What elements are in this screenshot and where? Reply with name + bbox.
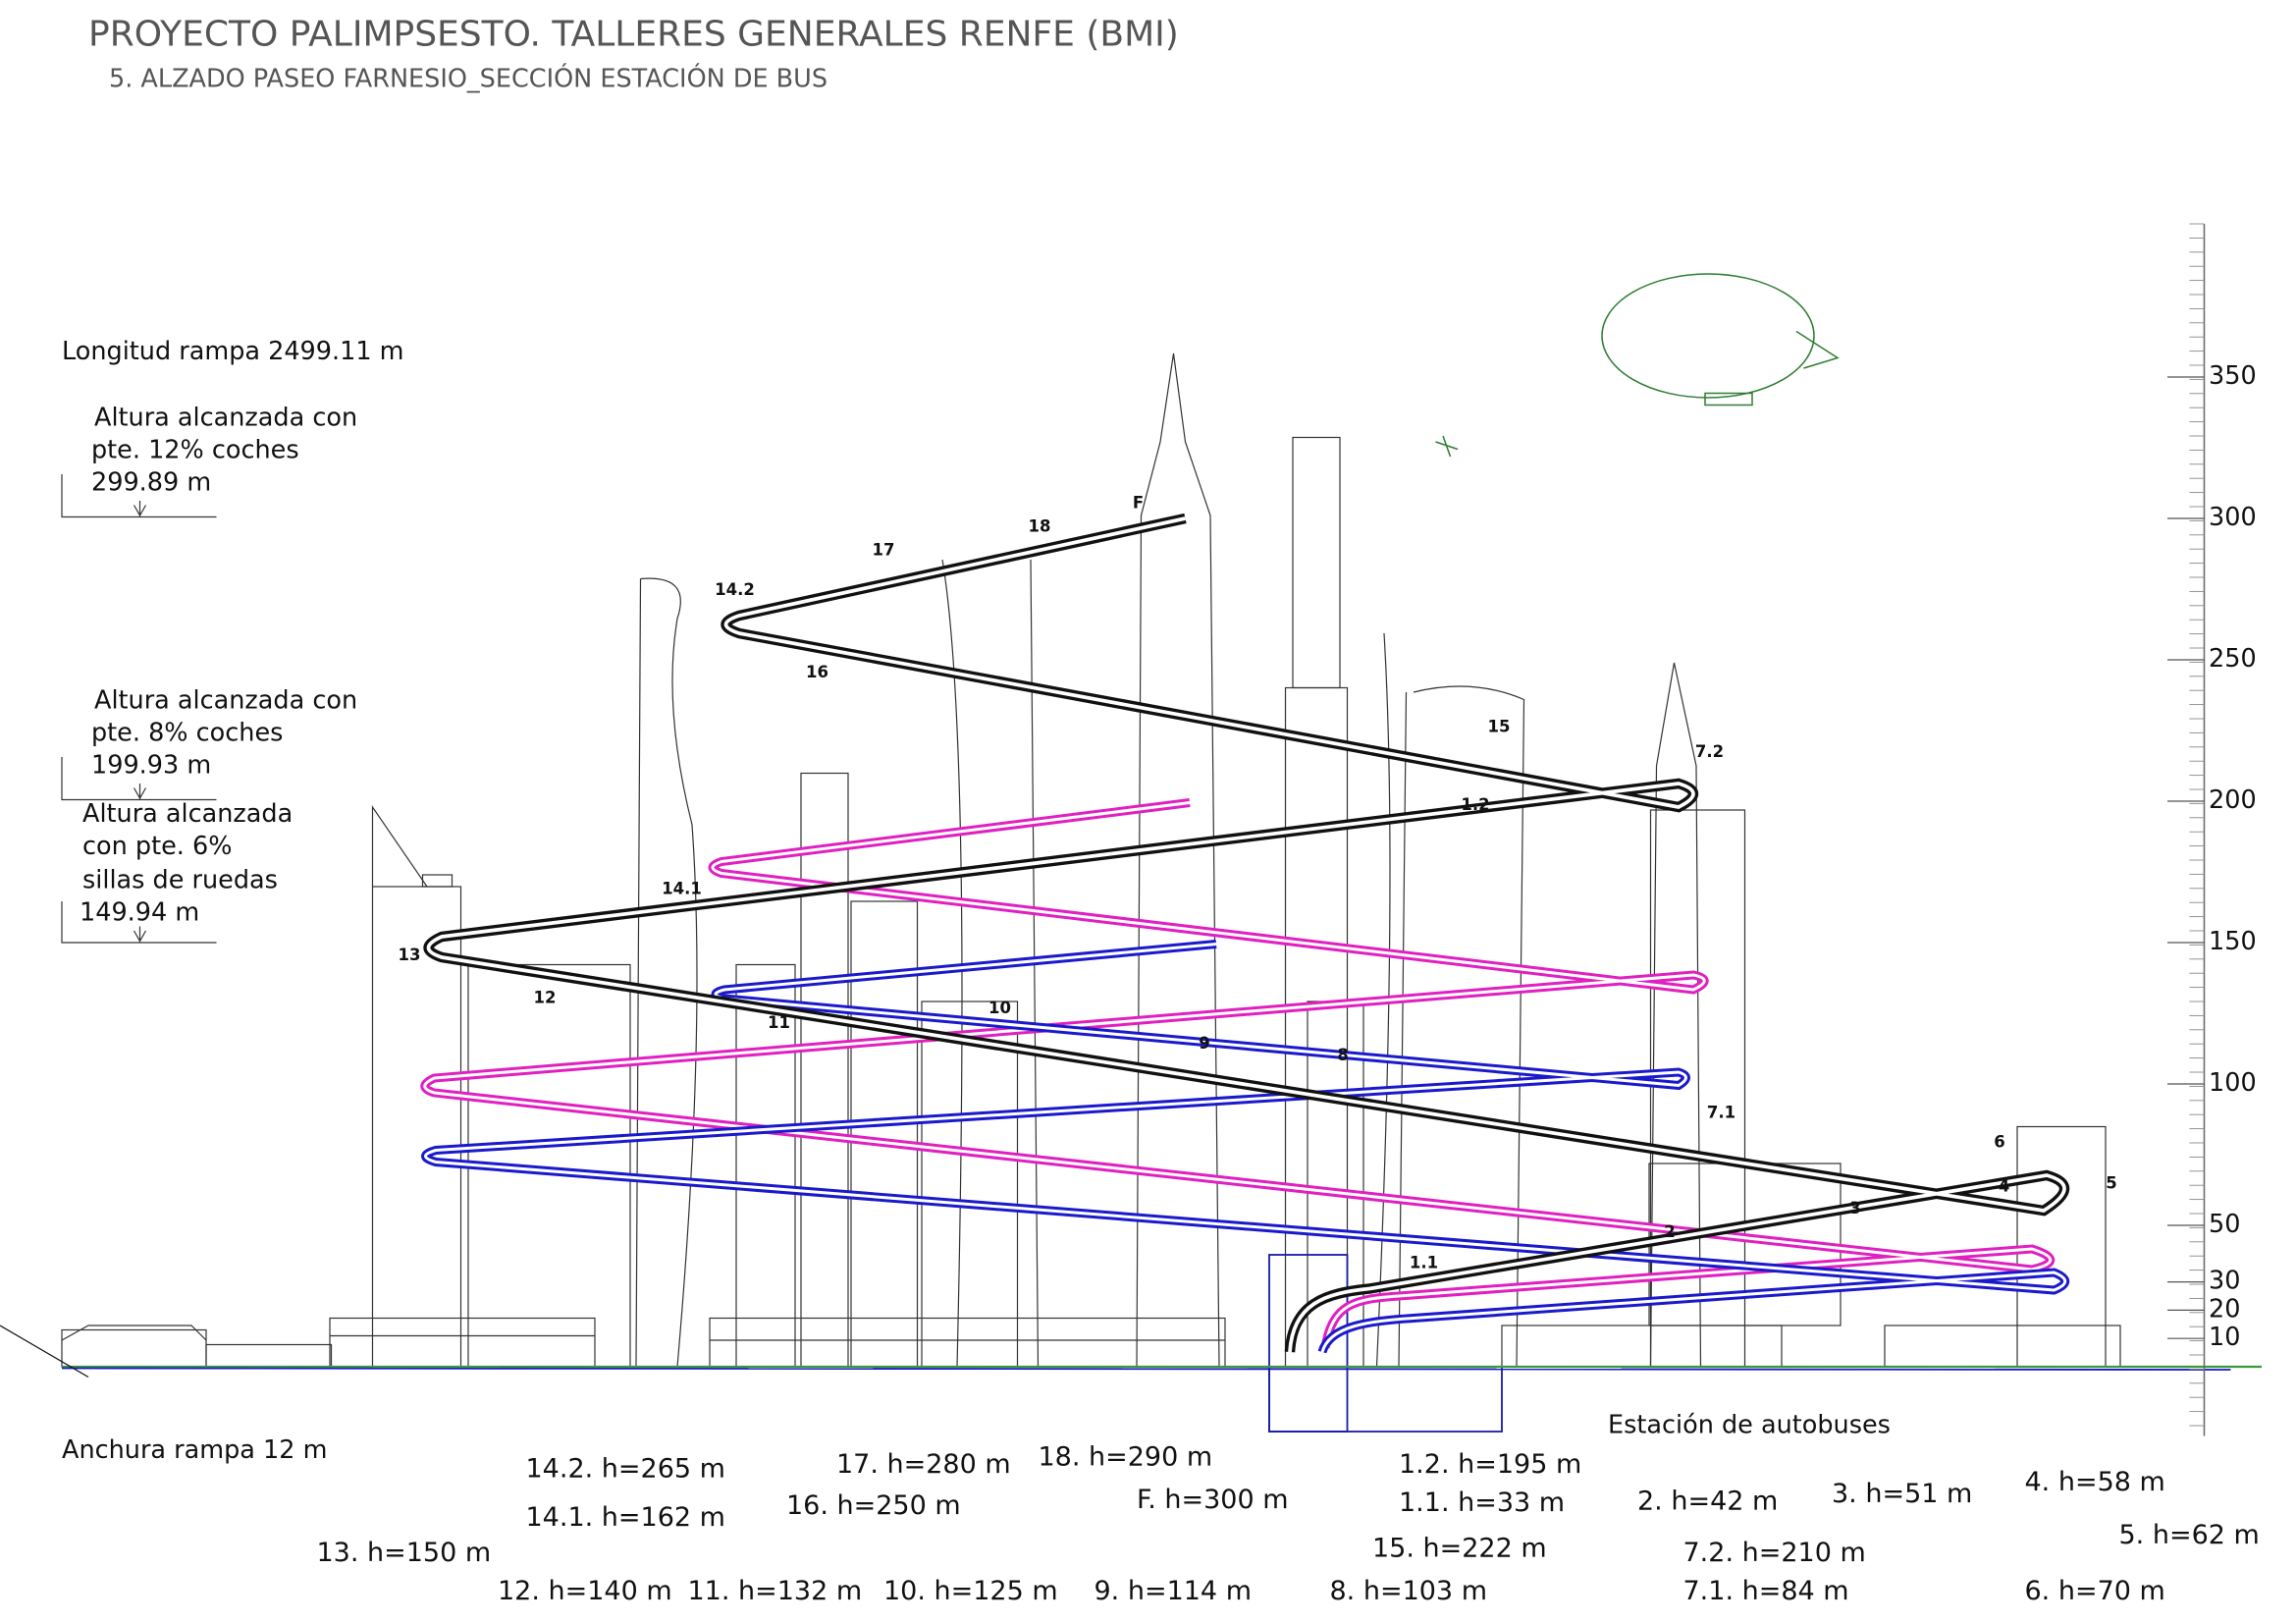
level-line: 299.89 m <box>91 468 211 498</box>
tick-label: 30 <box>2209 1267 2240 1296</box>
height-entry: 5. h=62 m <box>2119 1520 2260 1550</box>
node-label: 5 <box>2106 1174 2116 1193</box>
height-entry: 16. h=250 m <box>786 1490 961 1521</box>
height-entry: 7.2. h=210 m <box>1683 1538 1866 1568</box>
skyline <box>371 352 2107 1368</box>
level-line: Altura alcanzada <box>82 799 293 829</box>
station-shaft <box>1268 1254 1349 1433</box>
ramps <box>420 513 2070 1354</box>
node-label: 14.1 <box>662 880 702 898</box>
node-label: 1.1 <box>1410 1254 1438 1272</box>
blimp <box>1435 273 1840 458</box>
sheet: PROYECTO PALIMPSESTO. TALLERES GENERALES… <box>0 15 2262 1607</box>
width-leader <box>0 1325 89 1379</box>
ramp-width: Anchura rampa 12 m <box>62 1435 327 1465</box>
node-label: 3 <box>1849 1199 1860 1217</box>
node-label: 1.2 <box>1461 795 1489 814</box>
height-entry: 1.2. h=195 m <box>1399 1449 1581 1480</box>
node-label: 10 <box>988 999 1011 1017</box>
node-label: 17 <box>873 541 895 560</box>
level-line: con pte. 6% <box>82 832 232 861</box>
height-entry: 7.1. h=84 m <box>1683 1576 1849 1606</box>
height-list: 14.2. h=265 m 17. h=280 m 18. h=290 m 1.2. … <box>317 1442 2260 1607</box>
node-label: 6 <box>1994 1133 2004 1152</box>
height-entry: 10. h=125 m <box>883 1576 1058 1606</box>
height-entry: 15. h=222 m <box>1372 1534 1547 1564</box>
height-entry: 11. h=132 m <box>688 1576 863 1606</box>
node-label: 8 <box>1337 1046 1348 1064</box>
level-line: sillas de ruedas <box>82 866 278 895</box>
node-label: 12 <box>534 989 557 1007</box>
height-entry: 17. h=280 m <box>836 1449 1011 1480</box>
height-entry: 3. h=51 m <box>1832 1479 1972 1509</box>
level-6: Altura alcanzada con pte. 6% sillas de r… <box>61 799 293 944</box>
level-line: Altura alcanzada con <box>94 404 357 433</box>
height-entry: 14.1. h=162 m <box>526 1502 725 1533</box>
height-entry: 9. h=114 m <box>1095 1576 1253 1606</box>
height-entry: 4. h=58 m <box>2025 1467 2165 1497</box>
node-label: 9 <box>1199 1034 1209 1053</box>
tick-label: 300 <box>2209 503 2257 532</box>
station-label: Estación de autobuses <box>1608 1411 1891 1440</box>
height-entry: F. h=300 m <box>1137 1485 1289 1515</box>
level-line: Altura alcanzada con <box>94 686 357 716</box>
height-entry: 2. h=42 m <box>1637 1487 1778 1517</box>
node-label: 11 <box>768 1013 790 1032</box>
height-entry: 14.2. h=265 m <box>526 1454 725 1485</box>
node-label: 13 <box>399 946 421 964</box>
node-label: 16 <box>806 663 828 681</box>
level-line: pte. 8% coches <box>91 719 283 748</box>
subtitle: 5. ALZADO PASEO FARNESIO_SECCIÓN ESTACIÓ… <box>109 64 828 94</box>
node-label: 7.1 <box>1707 1104 1735 1122</box>
tick-label: 50 <box>2209 1210 2240 1239</box>
height-entry: 13. h=150 m <box>317 1538 492 1568</box>
node-label: 2 <box>1664 1222 1675 1241</box>
level-line: 149.94 m <box>80 898 199 928</box>
sub-ground-line <box>61 1367 2231 1371</box>
ramp-8 <box>421 940 2070 1354</box>
tick-label: 150 <box>2209 927 2257 956</box>
node-label: 7.2 <box>1695 742 1724 761</box>
level-12: Altura alcanzada con pte. 12% coches 299… <box>61 404 357 518</box>
tick-label: 10 <box>2209 1323 2240 1352</box>
height-entry: 12. h=140 m <box>498 1576 672 1606</box>
title: PROYECTO PALIMPSESTO. TALLERES GENERALES… <box>88 15 1179 55</box>
node-label: 4 <box>1999 1177 2009 1196</box>
node-label: F <box>1133 494 1144 513</box>
bus-station <box>1268 1366 1503 1433</box>
node-label: 15 <box>1488 718 1511 736</box>
ramp-length: Longitud rampa 2499.11 m <box>62 337 404 366</box>
level-line: 199.93 m <box>91 751 211 781</box>
tick-label: 250 <box>2209 644 2257 674</box>
node-labels: 14.2 17 18 F 16 15 7.2 1.2 14.1 13 12 11 10 9 8 7.1 6 4 5 3… <box>399 494 2117 1272</box>
node-label: 14.2 <box>715 580 755 599</box>
height-entry: 6. h=70 m <box>2025 1576 2165 1606</box>
tick-label: 350 <box>2209 361 2257 391</box>
tick-label: 100 <box>2209 1068 2257 1098</box>
node-label: 18 <box>1029 517 1051 536</box>
tick-label: 20 <box>2209 1294 2240 1324</box>
height-entry: 1.1. h=33 m <box>1399 1488 1565 1518</box>
height-entry: 8. h=103 m <box>1330 1576 1488 1606</box>
level-line: pte. 12% coches <box>91 436 299 465</box>
height-entry: 18. h=290 m <box>1039 1442 1213 1473</box>
level-8: Altura alcanzada con pte. 8% coches 199.… <box>61 686 357 801</box>
tick-label: 200 <box>2209 785 2257 815</box>
